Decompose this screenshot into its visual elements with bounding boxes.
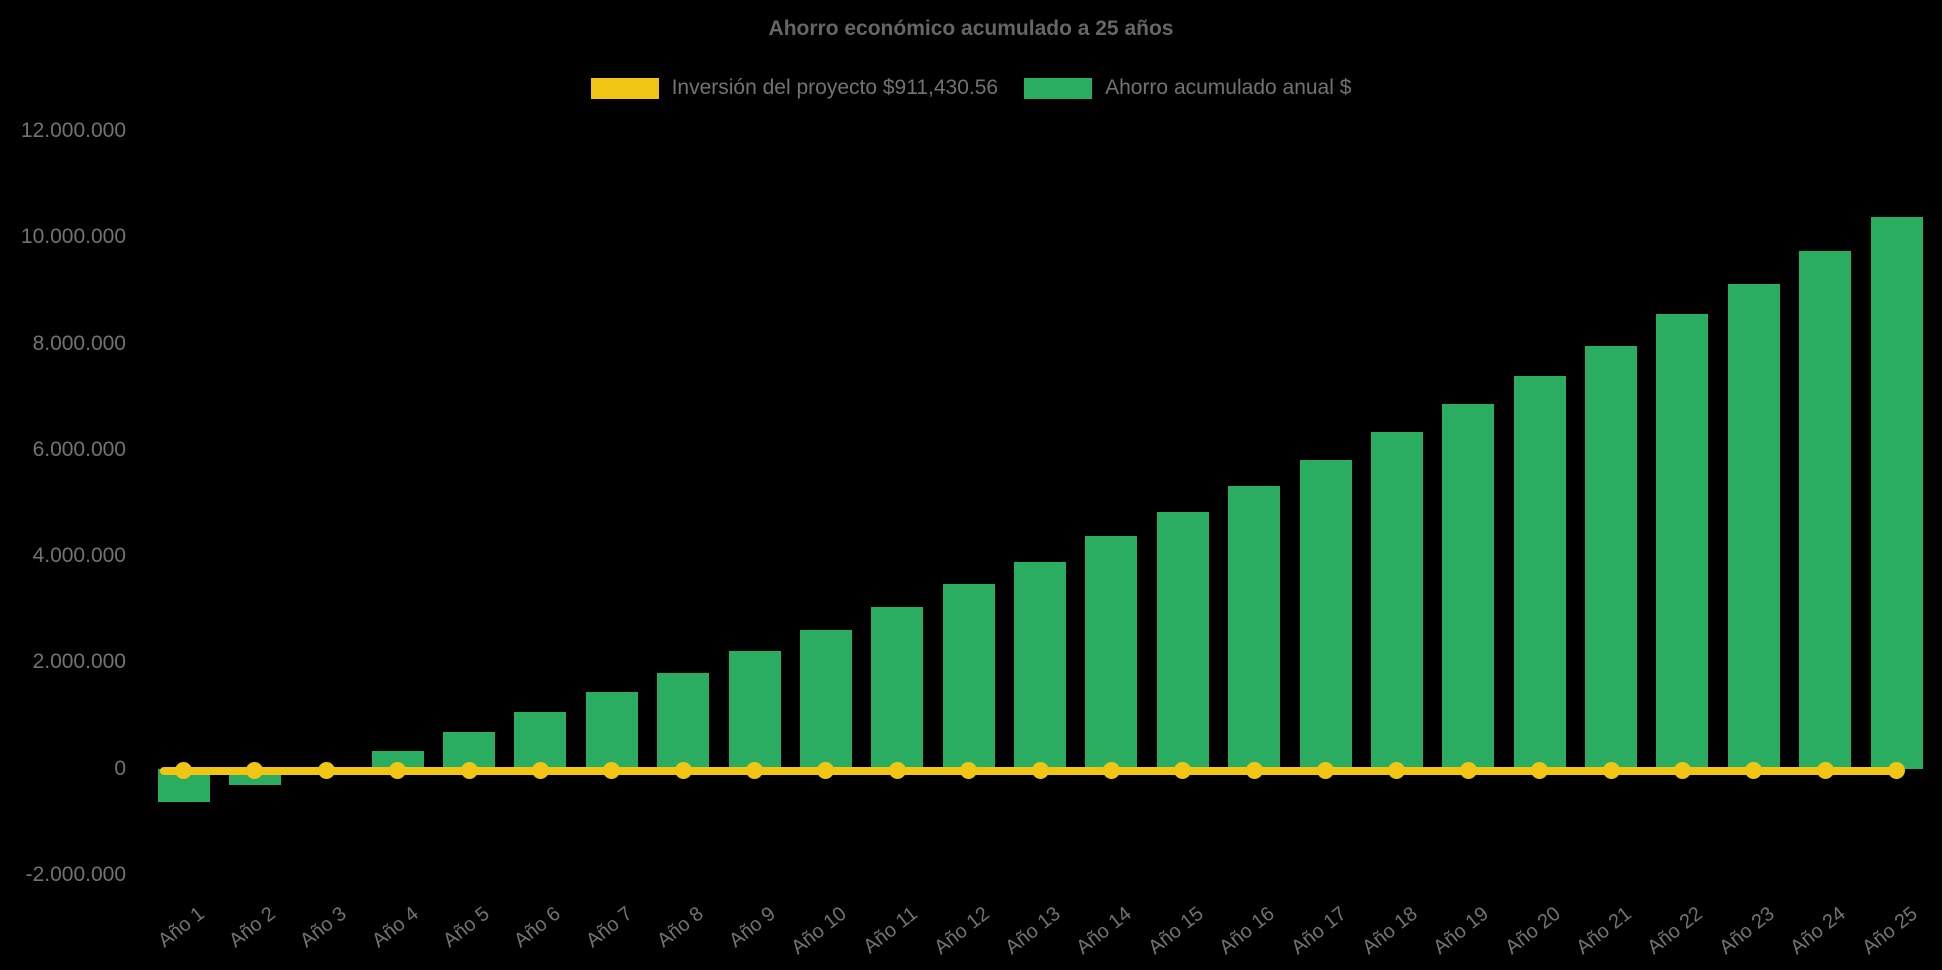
bar-año-20: [1513, 375, 1566, 769]
bar-año-24: [1799, 251, 1852, 769]
chart-legend: Inversión del proyecto $911,430.56 Ahorr…: [0, 76, 1942, 100]
investment-point-año-13: [1031, 762, 1049, 780]
legend-swatch-savings-icon: [1024, 77, 1093, 99]
bar-año-15: [1156, 512, 1209, 769]
bar-año-14: [1085, 535, 1138, 769]
bar-año-19: [1442, 403, 1495, 769]
investment-point-año-25: [1888, 762, 1905, 780]
legend-label-savings: Ahorro acumulado anual $: [1105, 76, 1352, 99]
y-tick-label: 8.000.000: [32, 331, 126, 355]
bar-año-8: [657, 672, 710, 769]
investment-point-año-5: [460, 762, 478, 780]
bar-año-17: [1299, 460, 1352, 769]
legend-label-investment: Inversión del proyecto $911,430.56: [671, 76, 999, 99]
chart-title: Ahorro económico acumulado a 25 años: [768, 17, 1174, 40]
investment-point-año-18: [1388, 762, 1406, 780]
investment-point-año-7: [603, 762, 621, 780]
investment-point-año-17: [1317, 762, 1334, 780]
bar-año-6: [514, 712, 567, 769]
investment-point-año-8: [674, 762, 692, 780]
investment-point-año-4: [389, 762, 407, 780]
y-tick-label: 6.000.000: [32, 437, 126, 461]
investment-point-año-22: [1673, 762, 1691, 780]
bar-año-12: [942, 584, 995, 769]
bar-año-7: [585, 691, 638, 769]
bar-año-11: [871, 607, 924, 769]
investment-point-año-23: [1745, 762, 1763, 780]
y-tick-label: 12.000.000: [20, 119, 126, 142]
investment-point-año-21: [1602, 762, 1620, 780]
bar-año-21: [1585, 345, 1637, 769]
bar-año-4: [371, 750, 424, 769]
bar-año-18: [1370, 431, 1423, 769]
investment-point-año-11: [888, 762, 906, 780]
y-tick-label: 0: [114, 756, 126, 780]
investment-point-año-19: [1459, 762, 1477, 780]
bar-año-22: [1656, 313, 1709, 769]
y-tick-label: 4.000.000: [32, 544, 126, 568]
bar-año-16: [1228, 486, 1281, 769]
legend-item-savings[interactable]: Ahorro acumulado anual $: [1024, 76, 1351, 100]
y-tick-label: 2.000.000: [32, 650, 126, 674]
investment-point-año-14: [1102, 762, 1120, 780]
investment-point-año-1: [175, 762, 192, 780]
bar-año-25: [1870, 217, 1923, 769]
investment-point-año-20: [1531, 762, 1549, 780]
y-tick-label: -2.000.000: [25, 863, 126, 886]
investment-point-año-2: [246, 762, 264, 780]
bar-año-13: [1014, 562, 1066, 769]
investment-point-año-3: [317, 762, 335, 780]
legend-item-investment[interactable]: Inversión del proyecto $911,430.56: [590, 76, 999, 100]
y-tick-label: 10.000.000: [20, 225, 126, 249]
bar-año-10: [799, 630, 852, 769]
investment-point-año-10: [817, 762, 835, 780]
investment-point-año-6: [531, 762, 549, 780]
investment-point-año-16: [1245, 762, 1263, 780]
investment-point-año-9: [746, 762, 763, 780]
bar-año-9: [728, 650, 781, 769]
bar-año-23: [1727, 283, 1780, 769]
legend-swatch-investment-icon: [590, 77, 659, 99]
investment-point-año-24: [1816, 762, 1834, 780]
investment-point-año-15: [1174, 762, 1192, 780]
investment-point-año-12: [960, 762, 978, 780]
